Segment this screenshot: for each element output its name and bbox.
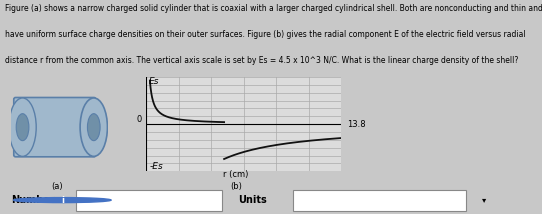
Text: -Es: -Es — [149, 162, 163, 171]
Ellipse shape — [80, 98, 107, 156]
Ellipse shape — [87, 114, 100, 141]
FancyBboxPatch shape — [293, 190, 466, 211]
Circle shape — [14, 198, 111, 203]
Text: 0: 0 — [137, 115, 142, 124]
Ellipse shape — [16, 114, 29, 141]
Text: (a): (a) — [51, 182, 63, 191]
Text: have uniform surface charge densities on their outer surfaces. Figure (b) gives : have uniform surface charge densities on… — [5, 30, 526, 39]
Text: ▾: ▾ — [482, 196, 487, 205]
FancyBboxPatch shape — [14, 98, 96, 157]
Text: Units: Units — [238, 195, 267, 205]
Text: Number: Number — [11, 195, 55, 205]
Text: r (cm): r (cm) — [223, 169, 248, 178]
FancyBboxPatch shape — [76, 190, 222, 211]
Text: 13.8: 13.8 — [347, 120, 366, 129]
Text: Es: Es — [149, 77, 160, 86]
Text: Figure (a) shows a narrow charged solid cylinder that is coaxial with a larger c: Figure (a) shows a narrow charged solid … — [5, 4, 542, 13]
Text: (b): (b) — [230, 182, 242, 191]
Text: i: i — [61, 196, 64, 205]
Ellipse shape — [9, 98, 36, 156]
Text: distance r from the common axis. The vertical axis scale is set by Es = 4.5 x 10: distance r from the common axis. The ver… — [5, 56, 519, 65]
